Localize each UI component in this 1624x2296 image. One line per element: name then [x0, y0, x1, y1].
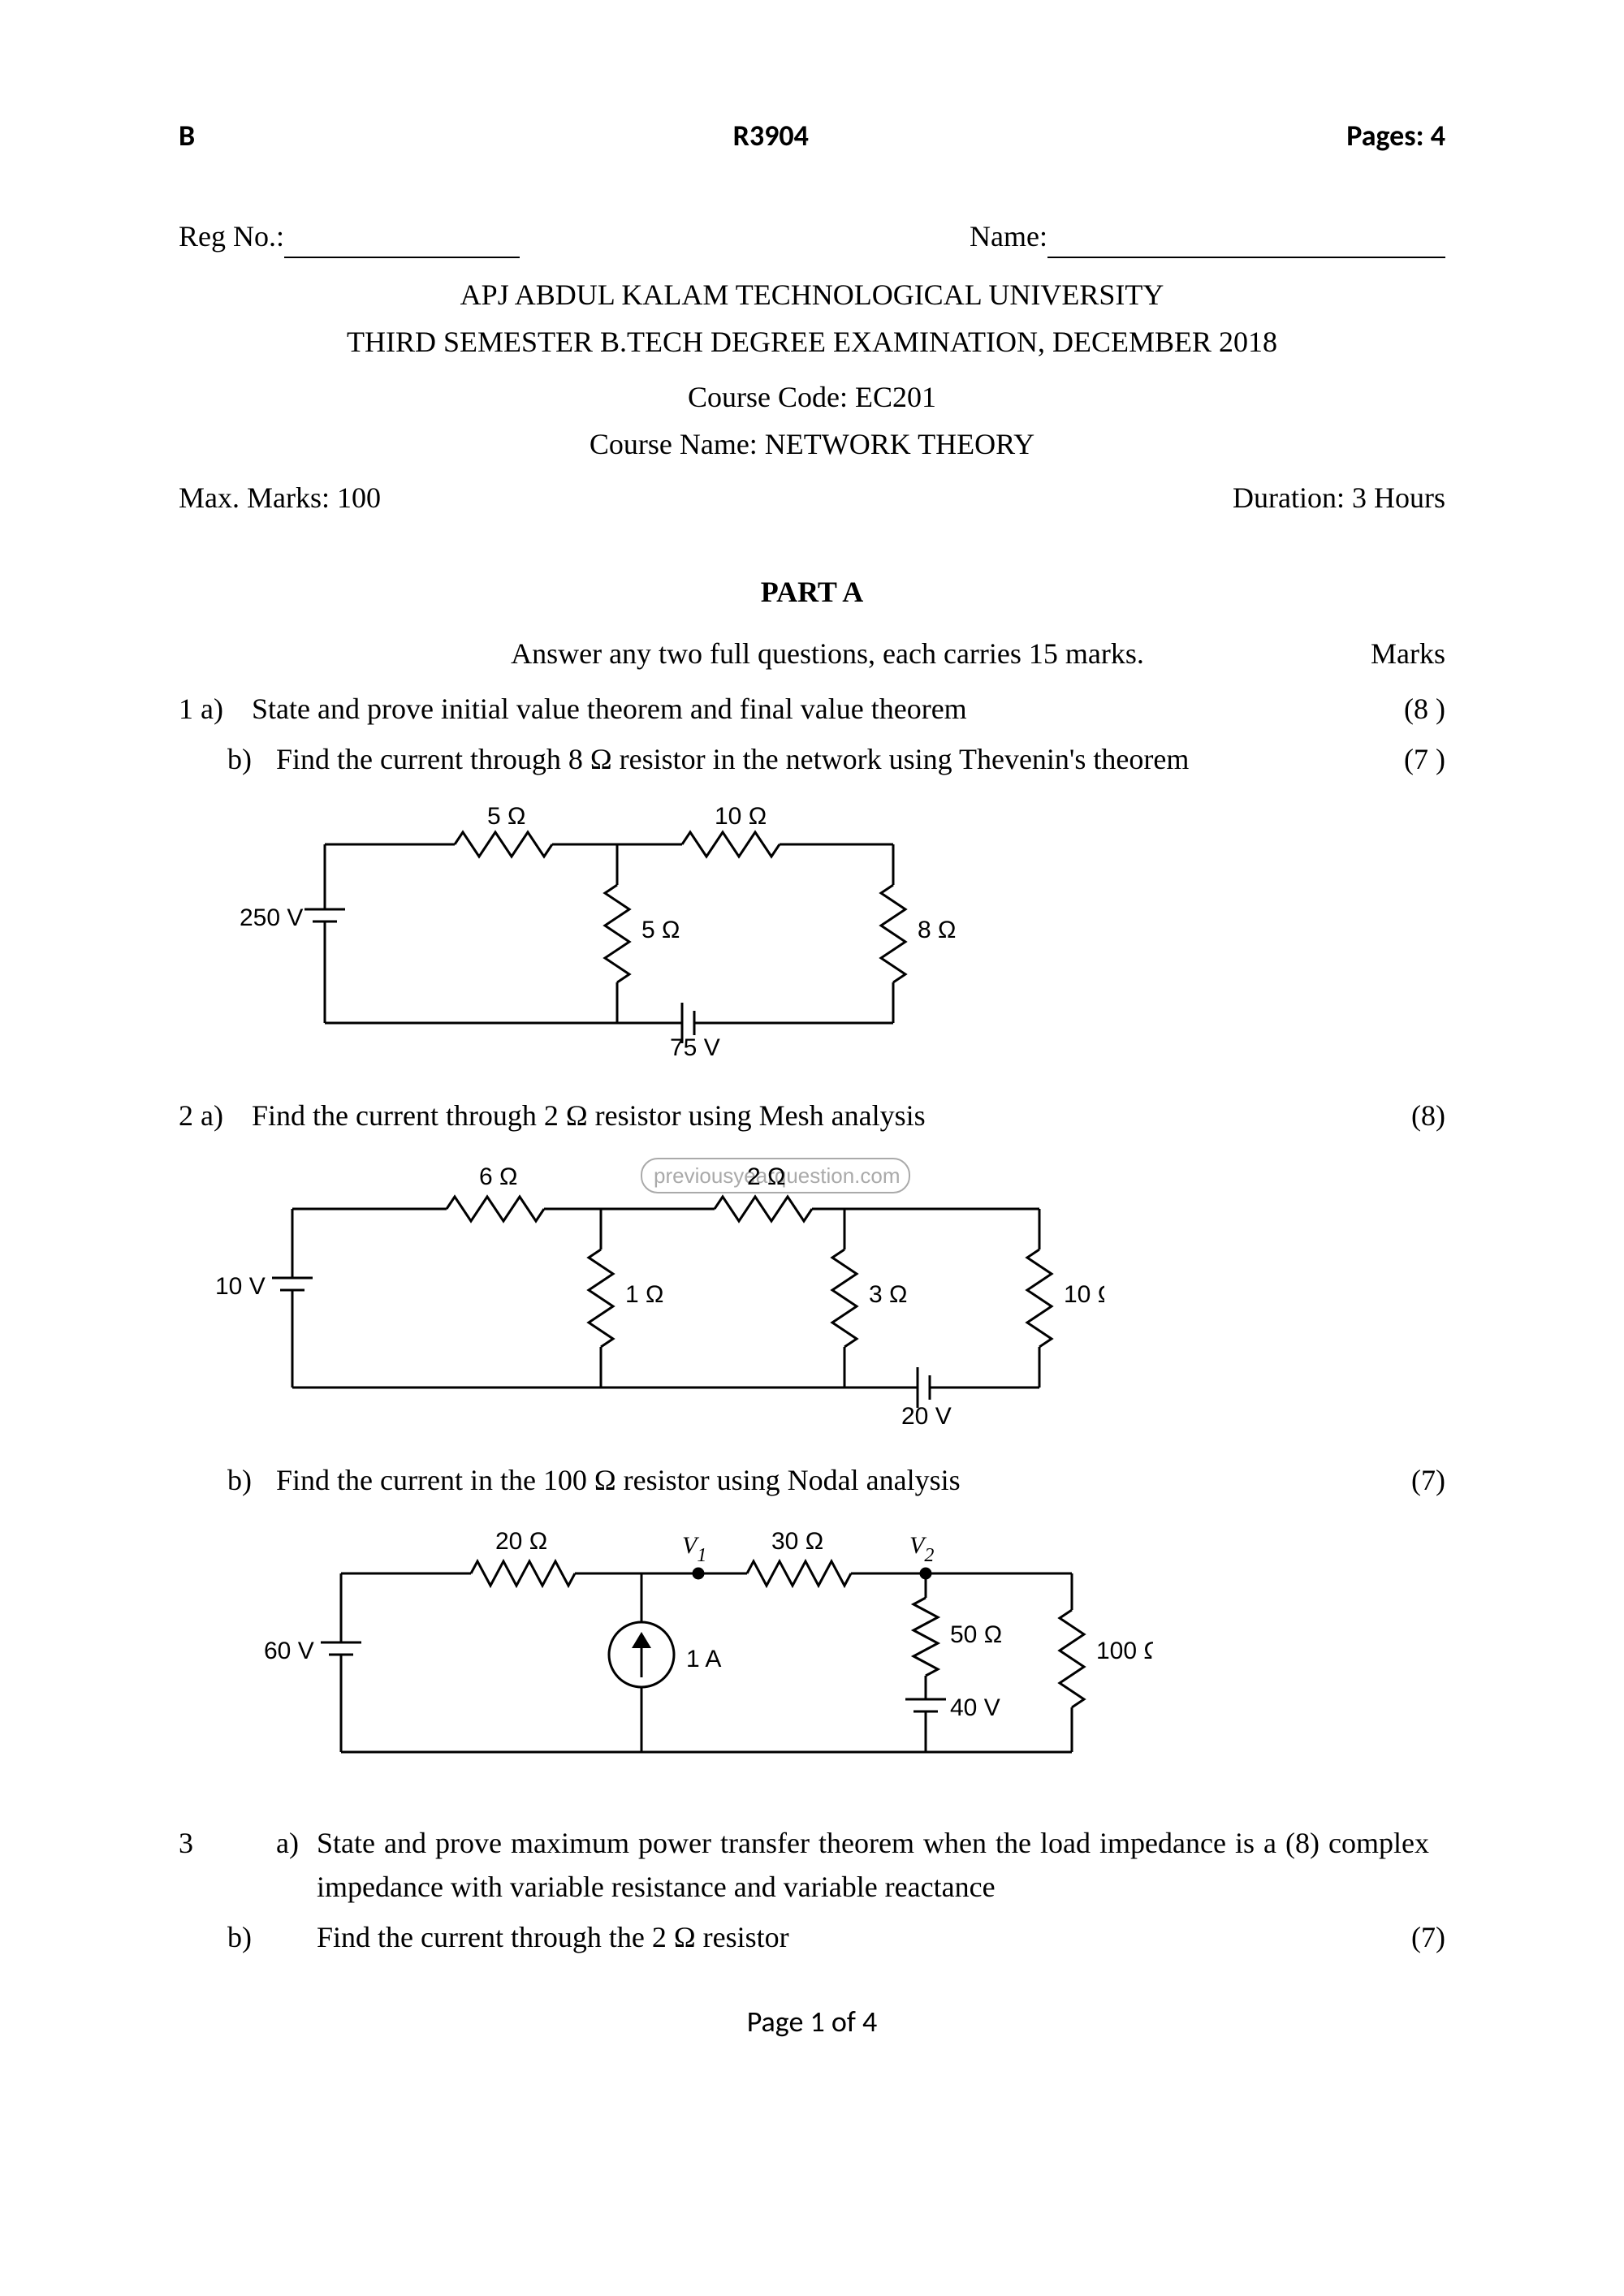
name-underline [1047, 234, 1445, 258]
header-right: Pages: 4 [1346, 114, 1445, 158]
instruction-text: Answer any two full questions, each carr… [179, 632, 1322, 675]
q3b-label: b) [179, 1915, 317, 1959]
c2-r1: 6 Ω [479, 1163, 517, 1190]
c2-r3: 1 Ω [625, 1281, 663, 1308]
c1-r3: 5 Ω [641, 917, 680, 943]
q2a-marks: (8) [1364, 1094, 1445, 1137]
q3a-row: 3 a) State and prove maximum power trans… [179, 1821, 1445, 1909]
c3-r3: 50 Ω [950, 1621, 1002, 1648]
circuit-2: previousyearquestion.com [179, 1152, 1445, 1440]
q1a-row: 1 a) State and prove initial value theor… [179, 687, 1445, 731]
duration: Duration: 3 Hours [1233, 476, 1445, 520]
c1-v1: 250 V [240, 904, 303, 931]
q1b-marks: (7 ) [1364, 737, 1445, 781]
name-label: Name: [970, 214, 1047, 258]
q1a-text: State and prove initial value theorem an… [252, 687, 1364, 731]
exam-line: THIRD SEMESTER B.TECH DEGREE EXAMINATION… [179, 320, 1445, 364]
c3-v2: 40 V [950, 1694, 1000, 1721]
q2b-label: b) [179, 1458, 276, 1502]
q3b-row: b) Find the current through the 2 Ω resi… [179, 1915, 1445, 1959]
q3a-text: State and prove maximum power transfer t… [317, 1821, 1445, 1909]
q1b-label: b) [179, 737, 276, 781]
q1a-num: 1 a) [179, 687, 252, 731]
c2-r2: 2 Ω [747, 1163, 785, 1190]
circuit-1-svg: 5 Ω 10 Ω 5 Ω 8 Ω 250 V 75 V [227, 796, 958, 1064]
reg-label: Reg No.: [179, 214, 284, 258]
header-center: R3904 [733, 114, 809, 158]
course-code: Course Code: EC201 [179, 375, 1445, 419]
c3-r2: 30 Ω [771, 1528, 823, 1555]
c3-r1: 20 Ω [495, 1528, 547, 1555]
reg-name-row: Reg No.: Name: [179, 214, 1445, 258]
instruction-row: Answer any two full questions, each carr… [179, 632, 1445, 675]
c2-v1: 10 V [215, 1273, 266, 1300]
q2a-num: 2 a) [179, 1094, 252, 1137]
q3a-num: 3 [179, 1821, 276, 1909]
c2-v2: 20 V [901, 1403, 952, 1428]
c2-r5: 10 Ω [1064, 1281, 1104, 1308]
reg-underline [284, 234, 520, 258]
c3-n1: V1 [682, 1532, 706, 1566]
q1a-marks: (8 ) [1364, 687, 1445, 731]
q1b-text: Find the current through 8 Ω resistor in… [276, 737, 1364, 781]
c3-r4: 100 Ω [1096, 1638, 1153, 1664]
q2a-row: 2 a) Find the current through 2 Ω resist… [179, 1094, 1445, 1137]
page-header: B R3904 Pages: 4 [179, 114, 1445, 158]
reg-label-group: Reg No.: [179, 214, 520, 258]
q2b-marks: (7) [1364, 1458, 1445, 1502]
header-left: B [179, 114, 195, 158]
circuit-3: 20 Ω 30 Ω 50 Ω 100 Ω 60 V 40 V 1 A V1 V2 [179, 1517, 1445, 1797]
course-name: Course Name: NETWORK THEORY [179, 422, 1445, 466]
max-marks: Max. Marks: 100 [179, 476, 381, 520]
c1-r2: 10 Ω [715, 803, 767, 830]
marks-duration-row: Max. Marks: 100 Duration: 3 Hours [179, 476, 1445, 520]
q3b-text: Find the current through the 2 Ω resisto… [317, 1915, 1364, 1959]
c1-v2: 75 V [670, 1034, 720, 1061]
q2a-text: Find the current through 2 Ω resistor us… [252, 1094, 1364, 1137]
c3-n2: V2 [909, 1532, 934, 1566]
q3a-label: a) [276, 1821, 317, 1909]
c2-r4: 3 Ω [869, 1281, 907, 1308]
c3-v1: 60 V [264, 1638, 314, 1664]
q2b-text: Find the current in the 100 Ω resistor u… [276, 1458, 1364, 1502]
circuit-1: 5 Ω 10 Ω 5 Ω 8 Ω 250 V 75 V [179, 796, 1445, 1076]
page-footer: Page 1 of 4 [179, 2000, 1445, 2044]
circuit-2-svg: previousyearquestion.com [211, 1152, 1104, 1428]
c1-r1: 5 Ω [487, 803, 525, 830]
c1-r4: 8 Ω [918, 917, 956, 943]
c3-i1: 1 A [686, 1646, 721, 1672]
university-line: APJ ABDUL KALAM TECHNOLOGICAL UNIVERSITY [179, 273, 1445, 317]
marks-header: Marks [1322, 632, 1445, 675]
circuit-3-svg: 20 Ω 30 Ω 50 Ω 100 Ω 60 V 40 V 1 A V1 V2 [260, 1517, 1153, 1785]
name-label-group: Name: [970, 214, 1445, 258]
part-a-title: PART A [179, 570, 1445, 614]
q1b-row: b) Find the current through 8 Ω resistor… [179, 737, 1445, 781]
q3b-marks: (7) [1364, 1915, 1445, 1959]
q2b-row: b) Find the current in the 100 Ω resisto… [179, 1458, 1445, 1502]
